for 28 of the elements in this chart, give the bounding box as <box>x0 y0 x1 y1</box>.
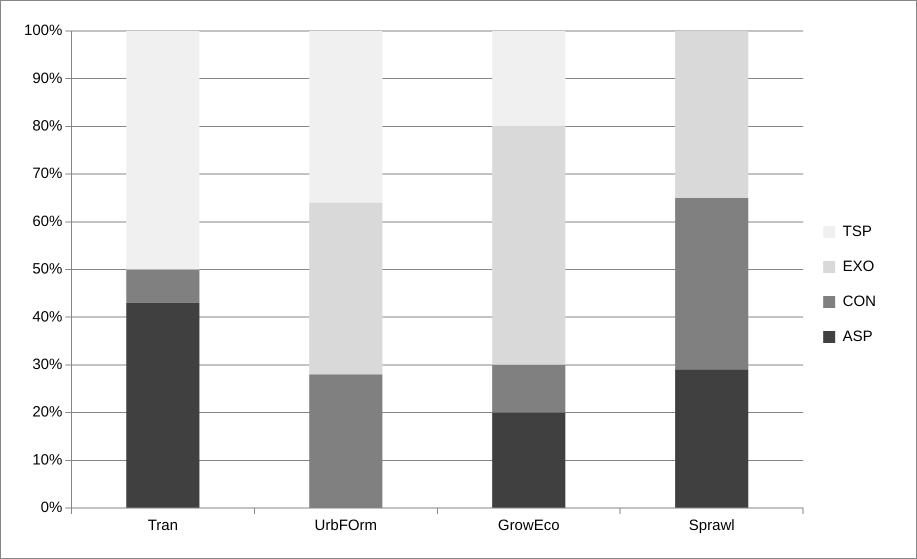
legend-label: ASP <box>842 328 873 346</box>
y-tick-label: 20% <box>32 404 62 421</box>
y-tick-label: 0% <box>40 499 62 516</box>
legend-label: EXO <box>842 258 874 276</box>
y-tick-label: 80% <box>32 118 62 135</box>
x-tick-label: Sprawl <box>688 517 735 534</box>
bar <box>492 126 566 365</box>
y-tick-label: 90% <box>32 70 62 87</box>
y-tick-label: 30% <box>32 356 62 374</box>
legend-label: TSP <box>842 223 872 240</box>
bar <box>126 31 200 270</box>
bar <box>492 31 566 126</box>
legend-label: CON <box>842 293 876 310</box>
y-tick-label: 100% <box>24 22 62 40</box>
x-tick-label: UrbFOrm <box>314 517 378 534</box>
bar <box>309 202 382 374</box>
x-tick-label: Tran <box>148 517 178 534</box>
y-tick-label: 40% <box>32 308 62 326</box>
bar <box>492 412 566 508</box>
bar <box>675 370 748 508</box>
y-tick-label: 10% <box>32 451 62 468</box>
bar <box>675 31 748 198</box>
x-tick-label: GrowEco <box>498 517 560 534</box>
y-tick-label: 50% <box>32 260 62 278</box>
bar <box>126 302 200 508</box>
y-tick-label: 60% <box>32 212 62 230</box>
bar <box>309 31 382 203</box>
y-tick-label: 70% <box>32 165 62 182</box>
